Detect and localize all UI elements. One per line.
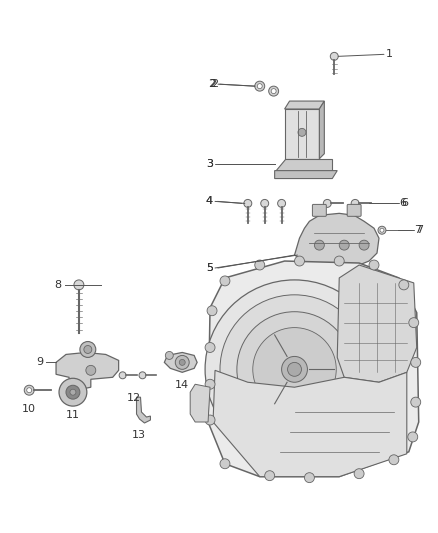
Circle shape [80,342,96,358]
Polygon shape [294,213,379,268]
Circle shape [207,306,217,316]
Polygon shape [319,101,324,159]
Circle shape [59,378,87,406]
Circle shape [205,379,215,389]
Text: 10: 10 [22,404,36,414]
Circle shape [369,260,379,270]
Text: 4: 4 [206,197,213,206]
Polygon shape [275,159,332,171]
Polygon shape [213,370,407,477]
Text: 12: 12 [127,393,141,403]
Circle shape [205,280,384,459]
Circle shape [84,345,92,353]
Circle shape [298,128,306,136]
Circle shape [354,469,364,479]
Text: 7: 7 [414,225,421,235]
Polygon shape [190,384,210,422]
Circle shape [411,358,421,367]
Circle shape [86,365,96,375]
Circle shape [119,372,126,379]
Circle shape [255,260,265,270]
Circle shape [288,362,301,376]
Polygon shape [275,171,337,179]
Polygon shape [137,397,150,423]
Circle shape [24,385,34,395]
Text: 8: 8 [54,280,61,290]
Circle shape [257,84,262,88]
Circle shape [74,280,84,290]
Circle shape [351,199,359,207]
Circle shape [220,276,230,286]
Polygon shape [208,261,419,477]
Circle shape [334,256,344,266]
Circle shape [253,328,336,411]
Circle shape [271,88,276,94]
Circle shape [399,280,409,290]
Text: 5: 5 [206,263,213,273]
Polygon shape [285,109,319,159]
Circle shape [378,226,386,234]
FancyBboxPatch shape [347,204,361,216]
Circle shape [323,199,331,207]
Circle shape [330,52,338,60]
Circle shape [27,387,32,393]
Circle shape [282,357,307,382]
Circle shape [205,415,215,425]
Text: 7: 7 [416,225,423,235]
Circle shape [411,397,421,407]
Text: 1: 1 [386,50,393,59]
Text: 11: 11 [66,410,80,420]
Circle shape [220,459,230,469]
Polygon shape [164,352,197,373]
Circle shape [244,199,252,207]
Circle shape [220,295,369,444]
Text: 4: 4 [206,197,213,206]
Text: 5: 5 [206,263,213,273]
Circle shape [179,359,185,365]
FancyBboxPatch shape [312,204,326,216]
Circle shape [237,312,352,427]
Text: 14: 14 [175,380,189,390]
Circle shape [294,256,304,266]
Circle shape [380,228,384,232]
Polygon shape [56,352,119,389]
Circle shape [278,199,286,207]
Text: 3: 3 [206,159,213,168]
Polygon shape [285,101,324,109]
Circle shape [408,432,418,442]
Polygon shape [337,265,417,382]
Circle shape [205,343,215,352]
Circle shape [268,86,279,96]
Text: 6: 6 [399,198,406,208]
Circle shape [359,240,369,250]
Circle shape [175,356,189,369]
Text: 13: 13 [131,430,145,440]
Circle shape [314,240,324,250]
Circle shape [339,240,349,250]
Text: 2: 2 [208,79,215,89]
Circle shape [261,199,268,207]
Circle shape [165,351,173,359]
Circle shape [255,81,265,91]
Circle shape [66,385,80,399]
Text: 3: 3 [206,159,213,168]
Text: 9: 9 [36,358,43,367]
Text: 2: 2 [211,79,218,89]
Circle shape [265,471,275,481]
Circle shape [70,389,76,395]
Circle shape [304,473,314,482]
Text: 2: 2 [209,79,216,89]
Text: 6: 6 [401,198,408,208]
Circle shape [389,455,399,465]
Circle shape [409,318,419,328]
Circle shape [139,372,146,379]
